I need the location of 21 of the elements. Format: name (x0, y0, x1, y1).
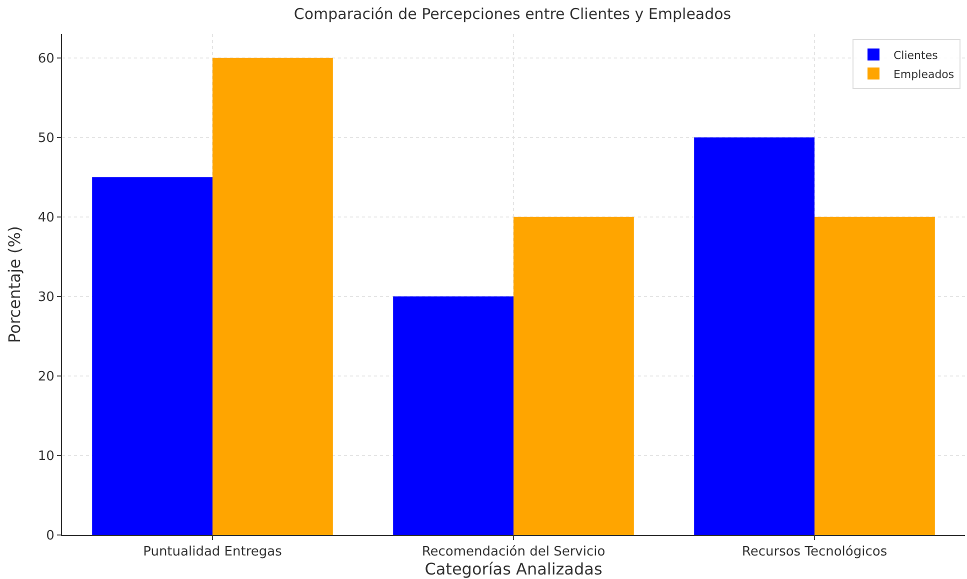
bar (92, 177, 212, 535)
bar (514, 216, 634, 535)
y-tick-label: 10 (38, 449, 54, 464)
y-axis-title: Porcentaje (%) (5, 226, 24, 344)
x-tick-label: Recomendación del Servicio (422, 544, 606, 560)
bar (694, 137, 814, 535)
y-tick-label: 50 (38, 130, 54, 146)
x-tick-label: Puntualidad Entregas (143, 544, 282, 560)
legend-label: Empleados (893, 68, 954, 81)
legend-label: Clientes (893, 48, 938, 62)
chart-title: Comparación de Percepciones entre Clientes y Empleados (294, 5, 732, 24)
y-tick-label: 40 (38, 210, 54, 226)
bar (393, 296, 514, 535)
y-tick-label: 0 (46, 528, 54, 544)
x-tick-label: Recursos Tecnológicos (742, 544, 888, 560)
bar (814, 216, 935, 535)
y-tick-label: 60 (38, 51, 54, 66)
y-tick-label: 20 (38, 370, 54, 384)
y-tick-label: 30 (38, 290, 54, 305)
bar (212, 58, 333, 535)
x-axis-title: Categorías Analizadas (424, 560, 602, 579)
